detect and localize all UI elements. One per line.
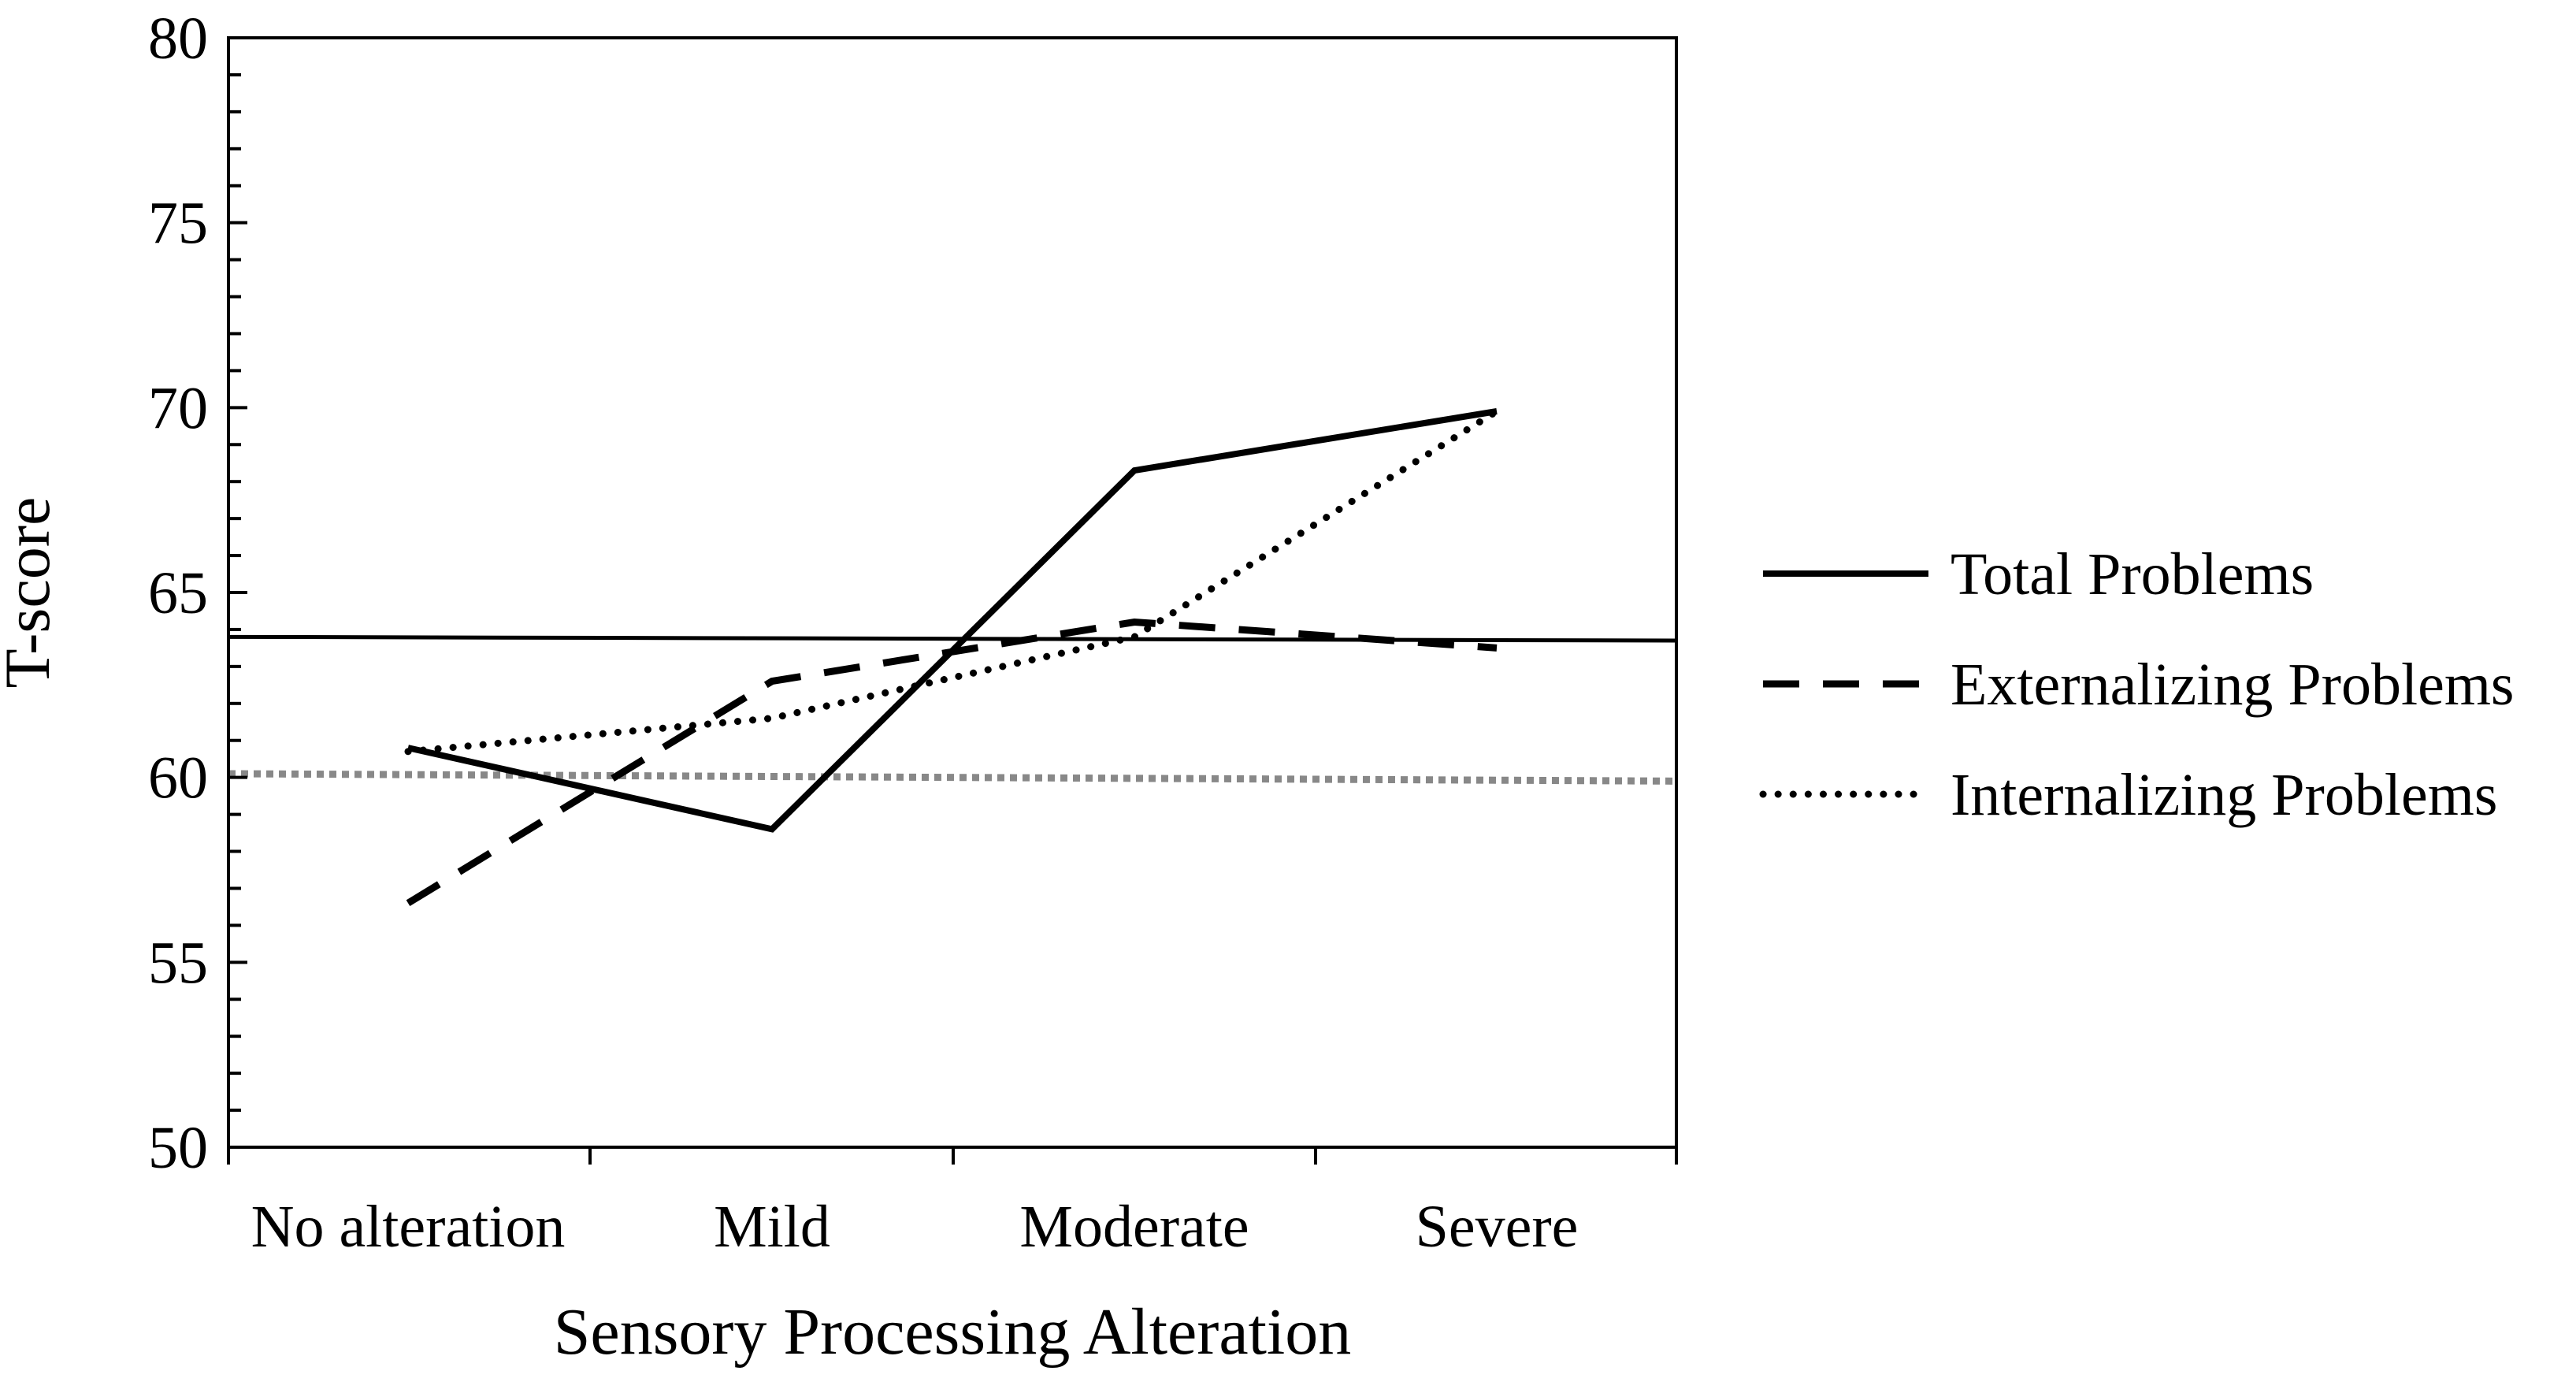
series-line-dashed <box>406 618 1498 907</box>
reference-lines <box>228 634 1677 785</box>
y-tick-label: 75 <box>148 191 208 257</box>
reference-line-0 <box>228 634 1677 643</box>
legend-label: Internalizing Problems <box>1951 762 2497 828</box>
legend-label: Externalizing Problems <box>1951 652 2515 718</box>
x-tick-label: Mild <box>714 1194 830 1260</box>
x-tick-label: Severe <box>1416 1194 1579 1260</box>
y-tick-label: 55 <box>148 930 208 996</box>
y-axis: 50 55 60 65 70 75 80 <box>148 6 247 1181</box>
legend: Total Problems Externalizing Problems Inte… <box>1759 541 2515 828</box>
y-tick-label: 80 <box>148 6 208 72</box>
y-tick-label: 65 <box>148 560 208 626</box>
y-tick-label: 60 <box>148 745 208 812</box>
reference-line-1 <box>228 770 1677 785</box>
plot-area-frame <box>227 36 1678 1149</box>
y-axis-title: T-score <box>0 497 63 689</box>
series-line-dotted <box>404 407 1501 756</box>
x-tick-label: No alteration <box>251 1194 566 1260</box>
series-line-solid <box>407 408 1498 833</box>
x-tick-label: Moderate <box>1019 1194 1249 1260</box>
y-tick-label: 70 <box>148 375 208 441</box>
series-lines <box>404 407 1501 907</box>
x-axis-title: Sensory Processing Alteration <box>554 1295 1352 1369</box>
x-axis: No alteration Mild Moderate Severe <box>227 1147 1678 1260</box>
y-tick-label: 50 <box>148 1115 208 1181</box>
legend-label: Total Problems <box>1951 541 2314 607</box>
